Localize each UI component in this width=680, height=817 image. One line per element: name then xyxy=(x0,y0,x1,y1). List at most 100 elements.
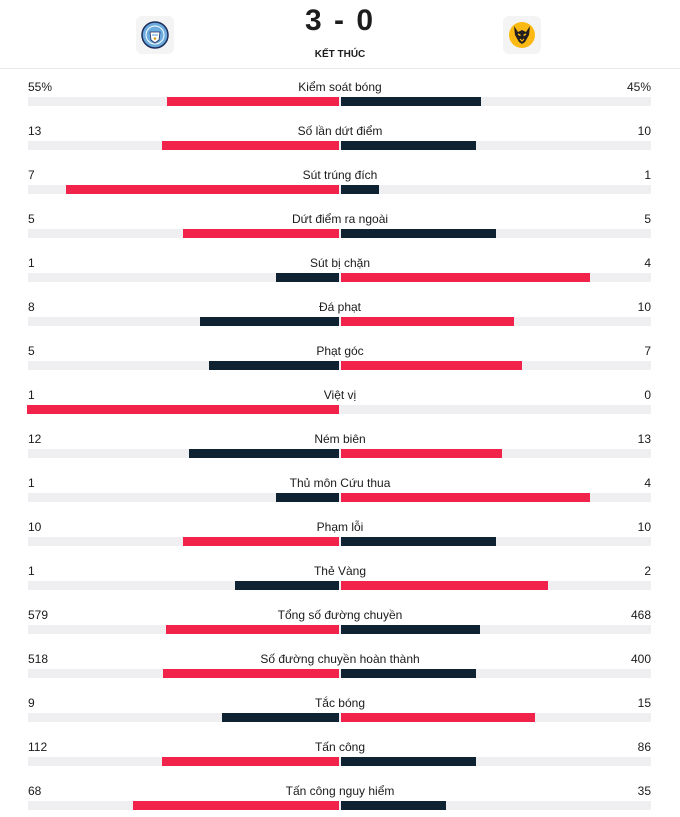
stat-bar-track xyxy=(28,581,651,590)
away-stat-bar xyxy=(340,493,590,502)
away-stat-value: 10 xyxy=(637,300,651,314)
home-stat-bar xyxy=(208,361,339,370)
home-stat-bar xyxy=(182,537,339,546)
away-stat-value: 5 xyxy=(644,212,651,226)
stat-label: Tổng số đường chuyền xyxy=(277,608,403,622)
stat-bar-track xyxy=(28,537,651,546)
away-stat-bar xyxy=(340,273,590,282)
home-stat-value: 1 xyxy=(28,476,35,490)
stat-label: Số đường chuyền hoàn thành xyxy=(260,652,420,666)
stat-label: Kiểm soát bóng xyxy=(298,80,382,94)
home-stat-value: 68 xyxy=(28,784,42,798)
home-stat-value: 8 xyxy=(28,300,35,314)
stat-row: 1 Thẻ Vàng 2 xyxy=(0,553,680,597)
away-stat-bar xyxy=(340,97,481,106)
stat-bar-track xyxy=(28,449,651,458)
stat-row: 7 Sút trúng đích 1 xyxy=(0,157,680,201)
home-stat-bar xyxy=(276,273,339,282)
away-stat-bar xyxy=(340,141,476,150)
home-stat-value: 55% xyxy=(28,80,53,94)
stat-bar-track xyxy=(28,141,651,150)
home-stat-bar xyxy=(166,625,339,634)
stat-row: 12 Ném biên 13 xyxy=(0,421,680,465)
home-stat-bar xyxy=(182,229,339,238)
away-stat-value: 1 xyxy=(644,168,651,182)
stat-bar-track xyxy=(28,273,651,282)
away-stat-bar xyxy=(340,317,514,326)
away-stat-value: 4 xyxy=(644,476,651,490)
stat-row: 8 Đá phạt 10 xyxy=(0,289,680,333)
home-stat-bar xyxy=(276,493,339,502)
stat-bar-track xyxy=(28,713,651,722)
match-header: 3 - 0 KẾT THÚC xyxy=(0,0,680,69)
stat-bar-track xyxy=(28,317,651,326)
home-stat-bar xyxy=(162,669,339,678)
away-stat-value: 86 xyxy=(637,740,651,754)
stat-label: Việt vị xyxy=(323,388,357,402)
home-stat-bar xyxy=(200,317,339,326)
match-status: KẾT THÚC xyxy=(314,49,366,60)
away-stat-value: 45% xyxy=(626,80,651,94)
home-stat-value: 5 xyxy=(28,344,35,358)
away-stat-value: 10 xyxy=(637,520,651,534)
stat-bar-track xyxy=(28,493,651,502)
stat-row: 5 Phạt góc 7 xyxy=(0,333,680,377)
stat-label: Tắc bóng xyxy=(314,696,366,710)
away-stat-bar xyxy=(340,185,380,194)
home-stat-value: 1 xyxy=(28,564,35,578)
match-score: 3 - 0 xyxy=(304,4,376,37)
stat-bar-track xyxy=(28,361,651,370)
stat-label: Phạm lỗi xyxy=(316,520,364,534)
away-stat-bar xyxy=(340,537,497,546)
home-stat-value: 12 xyxy=(28,432,42,446)
stat-row: 5 Dứt điểm ra ngoài 5 xyxy=(0,201,680,245)
home-stat-bar xyxy=(65,185,339,194)
home-stat-value: 1 xyxy=(28,256,35,270)
stat-label: Thủ môn Cứu thua xyxy=(289,476,391,490)
home-stat-value: 112 xyxy=(28,740,48,754)
away-stat-value: 400 xyxy=(630,652,651,666)
stat-row: 518 Số đường chuyền hoàn thành 400 xyxy=(0,641,680,685)
stat-label: Sút bị chặn xyxy=(309,256,371,270)
stat-row: 13 Số lần dứt điểm 10 xyxy=(0,113,680,157)
stat-row: 1 Thủ môn Cứu thua 4 xyxy=(0,465,680,509)
away-team-logo[interactable] xyxy=(503,16,541,54)
stat-label: Ném biên xyxy=(314,432,366,446)
stat-label: Dứt điểm ra ngoài xyxy=(291,212,389,226)
home-stat-value: 518 xyxy=(28,652,49,666)
away-stat-bar xyxy=(340,713,536,722)
stat-label: Sút trúng đích xyxy=(302,168,378,182)
home-stat-value: 9 xyxy=(28,696,35,710)
home-stat-bar xyxy=(188,449,339,458)
away-stat-value: 15 xyxy=(637,696,651,710)
away-stat-value: 468 xyxy=(630,608,651,622)
stat-row: 1 Sút bị chặn 4 xyxy=(0,245,680,289)
stat-bar-track xyxy=(28,229,651,238)
stat-row: 112 Tấn công 86 xyxy=(0,729,680,773)
away-stat-bar xyxy=(340,801,447,810)
stat-bar-track xyxy=(28,97,651,106)
away-stat-value: 13 xyxy=(637,432,651,446)
home-stat-value: 7 xyxy=(28,168,35,182)
away-stat-value: 0 xyxy=(644,388,651,402)
home-stat-bar xyxy=(221,713,339,722)
home-stat-value: 5 xyxy=(28,212,35,226)
stat-label: Phạt góc xyxy=(316,344,364,358)
stat-label: Tấn công xyxy=(314,740,366,754)
away-stat-bar xyxy=(340,361,523,370)
stat-bar-track xyxy=(28,669,651,678)
home-stat-value: 10 xyxy=(28,520,42,534)
home-team-logo[interactable] xyxy=(136,16,174,54)
stat-row: 579 Tổng số đường chuyền 468 xyxy=(0,597,680,641)
wolves-crest-icon xyxy=(509,22,535,48)
stat-label: Tấn công nguy hiểm xyxy=(285,784,395,798)
stat-bar-track xyxy=(27,405,651,414)
match-stats-list: 55% Kiểm soát bóng 45% 13 Số lần dứt điểm 10 7… xyxy=(0,69,680,817)
away-stat-bar xyxy=(340,449,503,458)
stat-bar-track xyxy=(28,625,651,634)
away-stat-bar xyxy=(340,625,480,634)
away-stat-value: 7 xyxy=(644,344,651,358)
stat-row: 1 Việt vị 0 xyxy=(0,377,680,421)
away-stat-bar xyxy=(340,669,477,678)
home-stat-bar xyxy=(27,405,339,414)
